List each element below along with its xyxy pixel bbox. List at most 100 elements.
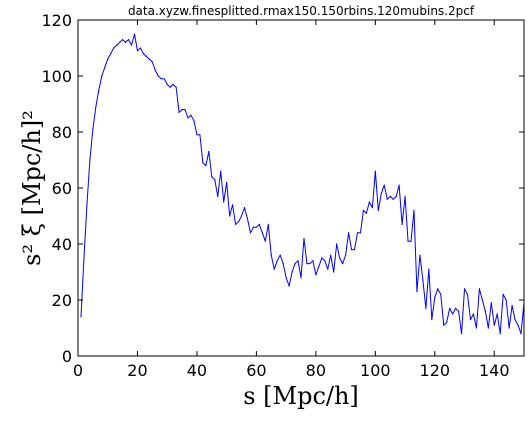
data-point — [240, 215, 243, 217]
data-point — [223, 201, 225, 203]
data-point — [449, 307, 451, 309]
x-tick-label: 140 — [479, 361, 510, 380]
data-point — [318, 265, 320, 267]
data-point — [288, 285, 290, 287]
data-point — [493, 324, 495, 326]
data-point — [368, 201, 370, 203]
data-point — [169, 86, 171, 88]
x-tick-label: 40 — [187, 361, 207, 380]
data-point — [380, 193, 382, 195]
data-point — [258, 223, 260, 225]
data-point — [196, 134, 198, 136]
data-point — [184, 109, 186, 111]
data-point — [460, 333, 463, 335]
data-point — [437, 288, 439, 290]
data-point — [508, 327, 510, 329]
data-point — [362, 209, 365, 211]
data-point — [306, 263, 308, 265]
data-point — [398, 184, 400, 186]
series-line — [80, 33, 525, 335]
data-point — [502, 293, 504, 295]
data-point — [163, 78, 165, 80]
data-point — [199, 134, 201, 136]
data-point — [401, 223, 403, 225]
plot-frame — [77, 19, 525, 357]
data-point — [226, 181, 228, 183]
data-point — [446, 321, 448, 323]
data-point — [208, 151, 210, 153]
data-point — [279, 254, 281, 256]
data-point — [205, 165, 207, 167]
data-point — [83, 257, 85, 259]
data-point — [365, 212, 368, 214]
data-point — [443, 324, 445, 326]
x-tick-label: 80 — [306, 361, 326, 380]
x-axis-label: s [Mpc/h] — [243, 382, 359, 410]
chart-title: data.xyzw.finesplitted.rmax150.150rbins.… — [128, 4, 475, 18]
data-point — [457, 310, 460, 312]
data-point — [166, 83, 168, 85]
x-tick-label: 120 — [420, 361, 451, 380]
data-point — [303, 237, 305, 239]
data-point — [434, 296, 436, 298]
data-point — [472, 313, 475, 315]
data-point — [407, 240, 409, 242]
series-layer — [80, 33, 525, 335]
data-point — [172, 83, 174, 85]
data-point — [160, 78, 162, 80]
data-point — [371, 207, 373, 209]
data-point — [95, 106, 97, 108]
y-tick-label: 120 — [41, 11, 72, 30]
data-point — [475, 327, 478, 329]
data-point — [243, 207, 246, 209]
y-tick-label: 0 — [62, 347, 72, 366]
data-point — [261, 232, 263, 234]
data-point — [297, 260, 299, 262]
data-point — [490, 302, 492, 304]
data-point — [89, 159, 91, 161]
data-point — [107, 58, 109, 60]
data-point — [276, 260, 278, 262]
x-tick-label: 60 — [246, 361, 266, 380]
data-point — [345, 254, 347, 256]
data-point — [181, 109, 183, 111]
data-point — [389, 195, 391, 197]
data-point — [104, 67, 106, 69]
data-point — [413, 209, 415, 211]
data-point — [255, 226, 257, 228]
data-point — [300, 277, 302, 279]
data-point — [291, 271, 293, 273]
data-point — [214, 179, 216, 181]
x-tick-label: 0 — [73, 361, 83, 380]
data-point — [455, 307, 457, 309]
data-point — [395, 195, 397, 197]
x-tick-label: 100 — [360, 361, 391, 380]
data-point — [190, 114, 192, 116]
data-point — [133, 33, 136, 35]
data-point — [246, 218, 249, 220]
data-point — [321, 257, 323, 259]
data-point — [136, 50, 139, 52]
data-point — [116, 44, 118, 46]
data-point — [425, 307, 427, 309]
data-point — [440, 293, 442, 295]
data-point — [359, 232, 362, 234]
data-point — [463, 288, 466, 290]
data-point — [330, 254, 332, 256]
data-point — [294, 263, 296, 265]
data-point — [517, 324, 519, 326]
data-point — [392, 198, 394, 200]
data-point — [267, 223, 269, 225]
data-point — [130, 44, 133, 46]
data-point — [122, 39, 124, 41]
data-point — [339, 257, 341, 259]
data-point — [312, 260, 314, 262]
y-tick-label: 20 — [52, 291, 72, 310]
data-point — [404, 195, 406, 197]
data-point — [110, 53, 112, 55]
data-point — [282, 263, 284, 265]
data-point — [466, 293, 469, 295]
data-point — [101, 75, 103, 77]
data-point — [145, 55, 147, 58]
data-point — [252, 226, 255, 228]
